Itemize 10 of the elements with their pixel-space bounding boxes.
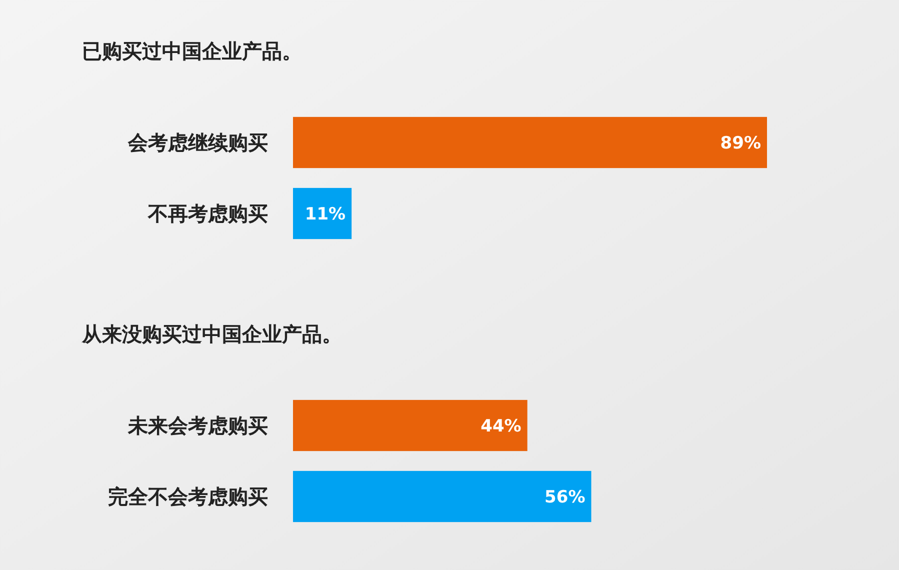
- chart-title: 从来没购买过中国企业产品。: [81, 322, 342, 346]
- data-label: 44%: [480, 416, 522, 436]
- data-label: 89%: [720, 133, 761, 154]
- chart-title: 已购买过中国企业产品。: [82, 39, 302, 63]
- data-label: 11%: [304, 204, 346, 224]
- y-tick-label: 完全不会考虑购买: [108, 484, 268, 508]
- y-tick-label: 会考虑继续购买: [127, 130, 268, 154]
- y-tick-label: 不再考虑购买: [147, 202, 268, 226]
- y-tick-label: 未来会考虑购买: [127, 414, 268, 438]
- data-label: 56%: [544, 487, 586, 508]
